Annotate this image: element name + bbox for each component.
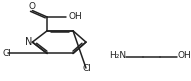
Text: N: N	[25, 37, 32, 47]
Text: OH: OH	[177, 51, 191, 60]
Text: O: O	[29, 2, 36, 11]
Text: Cl: Cl	[83, 64, 91, 73]
Text: Cl: Cl	[3, 49, 12, 58]
Text: H₂N: H₂N	[109, 51, 126, 60]
Text: OH: OH	[69, 12, 83, 21]
